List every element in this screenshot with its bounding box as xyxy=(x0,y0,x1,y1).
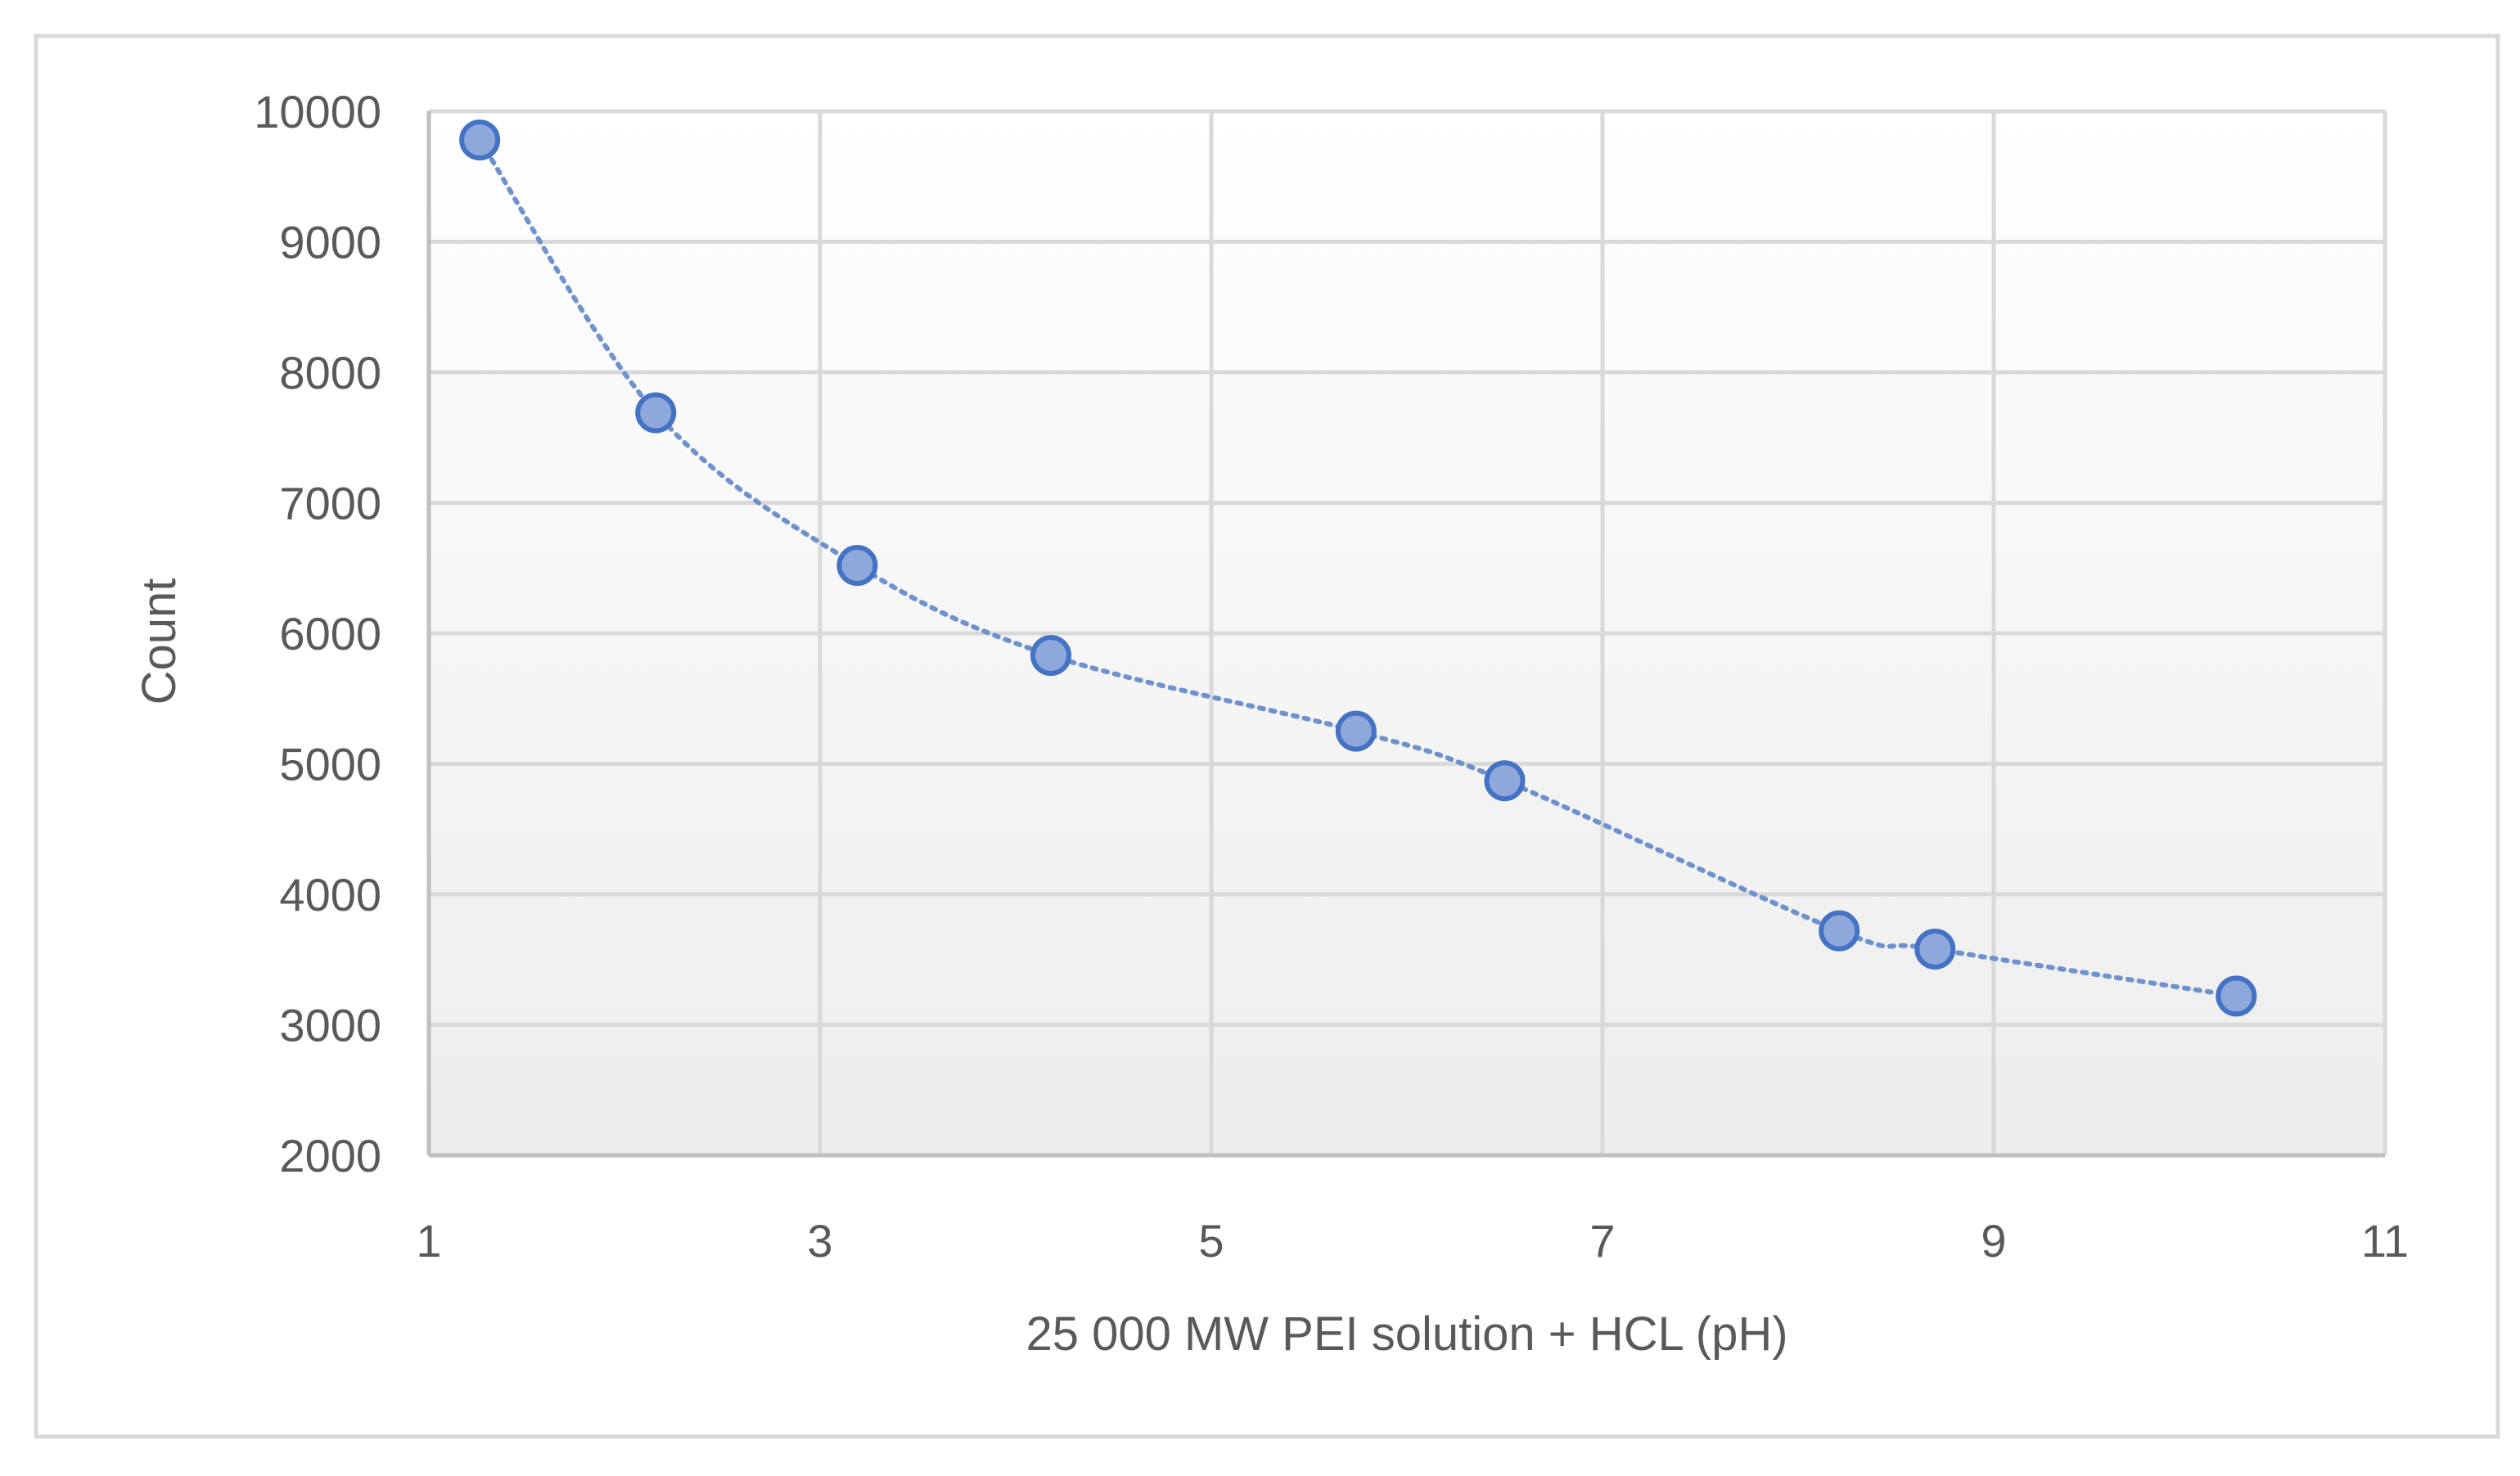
y-tick-label: 5000 xyxy=(279,739,381,790)
x-axis-title: 25 000 MW PEI solution + HCL (pH) xyxy=(1026,1307,1787,1361)
data-point xyxy=(1819,910,1860,952)
y-tick-label: 10000 xyxy=(254,86,381,137)
x-tick-label: 11 xyxy=(2361,1215,2409,1267)
data-point xyxy=(1030,635,1072,677)
data-point xyxy=(836,545,878,587)
data-point xyxy=(459,119,501,161)
y-tick-label: 6000 xyxy=(279,608,381,659)
x-tick-label: 7 xyxy=(1589,1215,1615,1267)
data-point xyxy=(1484,760,1526,802)
axes xyxy=(426,111,2385,1158)
y-tick-label: 7000 xyxy=(279,478,381,529)
data-points xyxy=(459,119,2257,1017)
gridlines xyxy=(429,109,2387,1155)
y-tick-label: 4000 xyxy=(279,869,381,920)
data-point xyxy=(2216,975,2257,1017)
y-axis-title: Count xyxy=(133,578,186,705)
series-line xyxy=(477,137,2239,999)
data-point xyxy=(635,392,677,434)
data-point xyxy=(1914,928,1956,970)
y-tick-label: 3000 xyxy=(279,1000,381,1051)
x-tick-label: 3 xyxy=(807,1215,832,1267)
x-tick-label: 9 xyxy=(1981,1215,2006,1267)
y-tick-label: 8000 xyxy=(279,347,381,398)
y-tick-label: 2000 xyxy=(279,1130,381,1181)
y-tick-label: 9000 xyxy=(279,217,381,268)
data-point xyxy=(1335,710,1377,752)
x-tick-label: 1 xyxy=(416,1215,441,1267)
tick-labels: 2000 3000 4000 5000 6000 7000 8000 9000 10000 1 3 5… xyxy=(254,86,2409,1267)
x-tick-label: 5 xyxy=(1198,1215,1224,1267)
